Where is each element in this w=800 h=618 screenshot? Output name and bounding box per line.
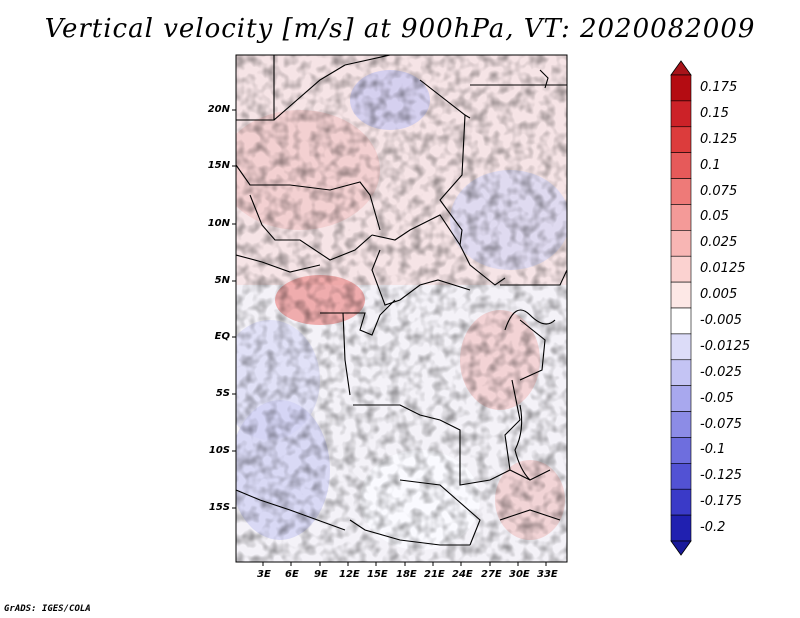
lon-label: 30E bbox=[509, 569, 530, 580]
colorbar-label: -0.075 bbox=[700, 416, 742, 432]
colorbar-swatch bbox=[670, 514, 692, 542]
colorbar-label: 0.0125 bbox=[700, 261, 746, 277]
colorbar-label: 0.125 bbox=[700, 131, 738, 147]
colorbar-label: 0.025 bbox=[700, 235, 738, 251]
colorbar-swatch bbox=[670, 152, 692, 179]
chart-title: Vertical velocity [m/s] at 900hPa, VT: 2… bbox=[44, 14, 756, 44]
credit-text: GrADS: IGES/COLA bbox=[4, 604, 91, 614]
colorbar-swatch bbox=[670, 230, 692, 257]
lat-label: EQ bbox=[214, 331, 230, 342]
colorbar-label: 0.15 bbox=[700, 105, 729, 121]
colorbar-swatch bbox=[670, 437, 692, 464]
lat-label: 15N bbox=[207, 160, 230, 171]
colorbar-swatch bbox=[670, 100, 692, 128]
colorbar-label: 0.1 bbox=[700, 157, 721, 173]
lon-label: 18E bbox=[396, 569, 417, 580]
lon-label: 12E bbox=[339, 569, 360, 580]
lon-label: 6E bbox=[285, 569, 299, 580]
colorbar-swatch bbox=[670, 333, 692, 361]
lat-label: 10N bbox=[207, 218, 230, 229]
colorbar-swatch bbox=[670, 281, 692, 309]
colorbar-swatch bbox=[670, 385, 692, 412]
colorbar-label: -0.025 bbox=[700, 364, 742, 380]
colorbar-swatch bbox=[670, 255, 692, 283]
lon-label: 33E bbox=[537, 569, 558, 580]
colorbar-swatch bbox=[670, 204, 692, 231]
lat-ticks bbox=[232, 109, 236, 509]
colorbar bbox=[670, 60, 692, 556]
lat-label: 15S bbox=[208, 502, 230, 513]
lat-label: 5N bbox=[214, 275, 230, 286]
colorbar-swatch bbox=[670, 126, 692, 153]
colorbar-label: 0.075 bbox=[700, 183, 738, 199]
colorbar-swatch bbox=[670, 178, 692, 205]
colorbar-swatch bbox=[670, 488, 692, 516]
lon-label: 15E bbox=[367, 569, 388, 580]
colorbar-label: -0.2 bbox=[700, 520, 726, 536]
colorbar-bottom-arrow bbox=[670, 540, 692, 556]
colorbar-label: 0.175 bbox=[700, 79, 738, 95]
map-frame bbox=[235, 54, 568, 563]
colorbar-label: 0.05 bbox=[700, 209, 729, 225]
colorbar-swatch bbox=[670, 307, 692, 335]
lon-label: 21E bbox=[424, 569, 445, 580]
velocity-field bbox=[236, 55, 567, 562]
lat-label: 20N bbox=[207, 104, 230, 115]
lon-ticks bbox=[262, 562, 547, 566]
colorbar-swatch bbox=[670, 411, 692, 438]
colorbar-swatch bbox=[670, 463, 692, 490]
lon-label: 24E bbox=[452, 569, 473, 580]
lat-label: 5S bbox=[215, 388, 230, 399]
colorbar-label: -0.05 bbox=[700, 390, 734, 406]
colorbar-label: 0.005 bbox=[700, 287, 738, 303]
lon-label: 27E bbox=[481, 569, 502, 580]
lon-label: 3E bbox=[257, 569, 271, 580]
lon-label: 9E bbox=[314, 569, 328, 580]
country-borders bbox=[236, 55, 567, 546]
colorbar-label: -0.125 bbox=[700, 468, 742, 484]
colorbar-swatch bbox=[670, 74, 692, 102]
colorbar-swatch bbox=[670, 359, 692, 386]
colorbar-label: -0.0125 bbox=[700, 338, 751, 354]
colorbar-label: -0.175 bbox=[700, 494, 742, 510]
colorbar-top-arrow bbox=[670, 60, 692, 76]
colorbar-label: -0.005 bbox=[700, 312, 742, 328]
colorbar-label: -0.1 bbox=[700, 442, 726, 458]
lat-label: 10S bbox=[208, 445, 230, 456]
